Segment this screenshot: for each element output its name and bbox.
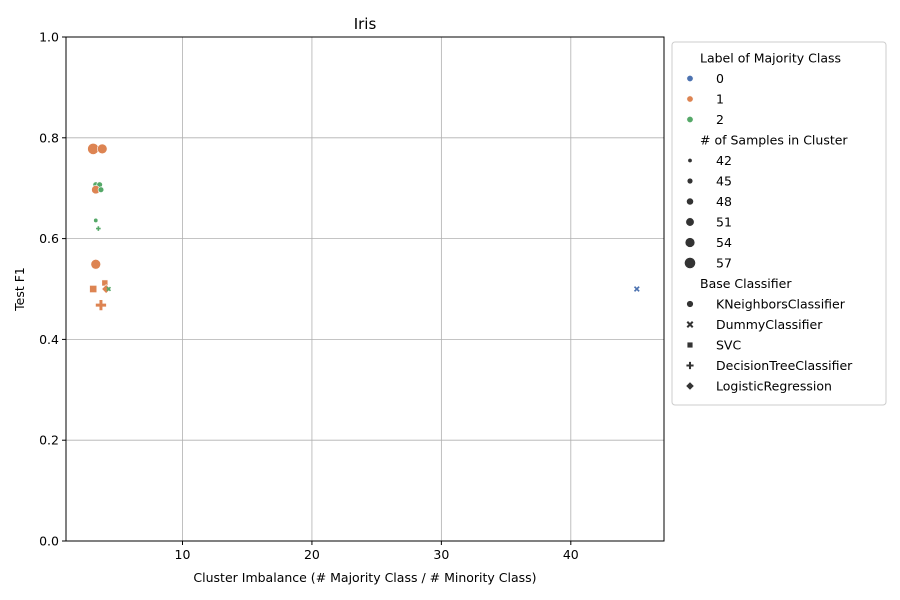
data-point [633,286,640,292]
data-point [106,286,112,292]
legend-entry-label: KNeighborsClassifier [716,297,846,312]
legend-size-marker [684,237,696,248]
legend-entry-label: SVC [716,338,741,353]
x-tick-label: 40 [563,547,579,562]
legend-size-marker [687,158,693,164]
legend-hue-marker [686,116,694,124]
plot-frame [65,36,665,542]
y-tick-label: 0.6 [39,231,59,246]
chart-title: Iris [354,15,377,33]
x-axis-label: Cluster Imbalance (# Majority Class / # … [193,570,536,585]
y-axis-label: Test F1 [12,267,27,312]
legend-items: Label of Majority Class 0 1 2 # of Samples i… [684,51,853,394]
legend-size-marker [686,197,694,206]
points-layer [87,142,640,311]
legend-size-marker [684,257,696,269]
legend-style-marker [686,321,694,328]
legend: Label of Majority Class 0 1 2 # of Samples i… [671,41,887,406]
x-tick-label: 30 [433,547,449,562]
legend-style-marker [685,381,695,391]
legend-size-marker [686,177,694,185]
legend-entry-label: 42 [716,153,732,168]
y-tick-label: 0.8 [39,130,59,145]
y-tick-label: 1.0 [39,30,59,45]
grid-layer [66,36,664,542]
legend-entry-label: 48 [716,194,732,209]
tick-layer: 10 20 30 40 0.0 0.2 0.4 0.6 0.8 1.0 [39,30,579,563]
legend-group-title: # of Samples in Cluster [700,133,848,148]
y-tick-label: 0.4 [39,332,59,347]
legend-entry-label: 51 [716,215,732,230]
legend-entry-label: 54 [716,235,732,250]
legend-entry-label: 2 [716,112,724,127]
legend-style-marker [686,300,694,308]
data-point [97,186,105,193]
data-point [97,143,108,155]
legend-style-marker [686,361,694,370]
x-tick-label: 10 [175,547,191,562]
legend-entry-label: LogisticRegression [716,379,832,394]
legend-entry-label: 57 [716,256,732,271]
legend-entry-label: 45 [716,174,732,189]
legend-entry-label: 0 [716,71,724,86]
legend-group-title: Label of Majority Class [700,51,841,66]
legend-hue-marker [686,95,694,103]
y-tick-label: 0.0 [39,534,59,549]
data-point [89,285,98,293]
data-point [95,299,107,311]
legend-entry-label: 1 [716,92,724,107]
data-point [96,226,101,231]
data-point [93,217,99,223]
legend-entry-label: DecisionTreeClassifier [716,358,853,373]
y-tick-label: 0.2 [39,433,59,448]
legend-box [671,41,887,406]
legend-entry-label: DummyClassifier [716,317,823,332]
legend-size-marker [685,217,695,227]
legend-group-title: Base Classifier [700,276,792,291]
legend-style-marker [686,341,694,349]
data-point [90,259,101,270]
legend-hue-marker [686,75,694,83]
x-tick-label: 20 [304,547,320,562]
